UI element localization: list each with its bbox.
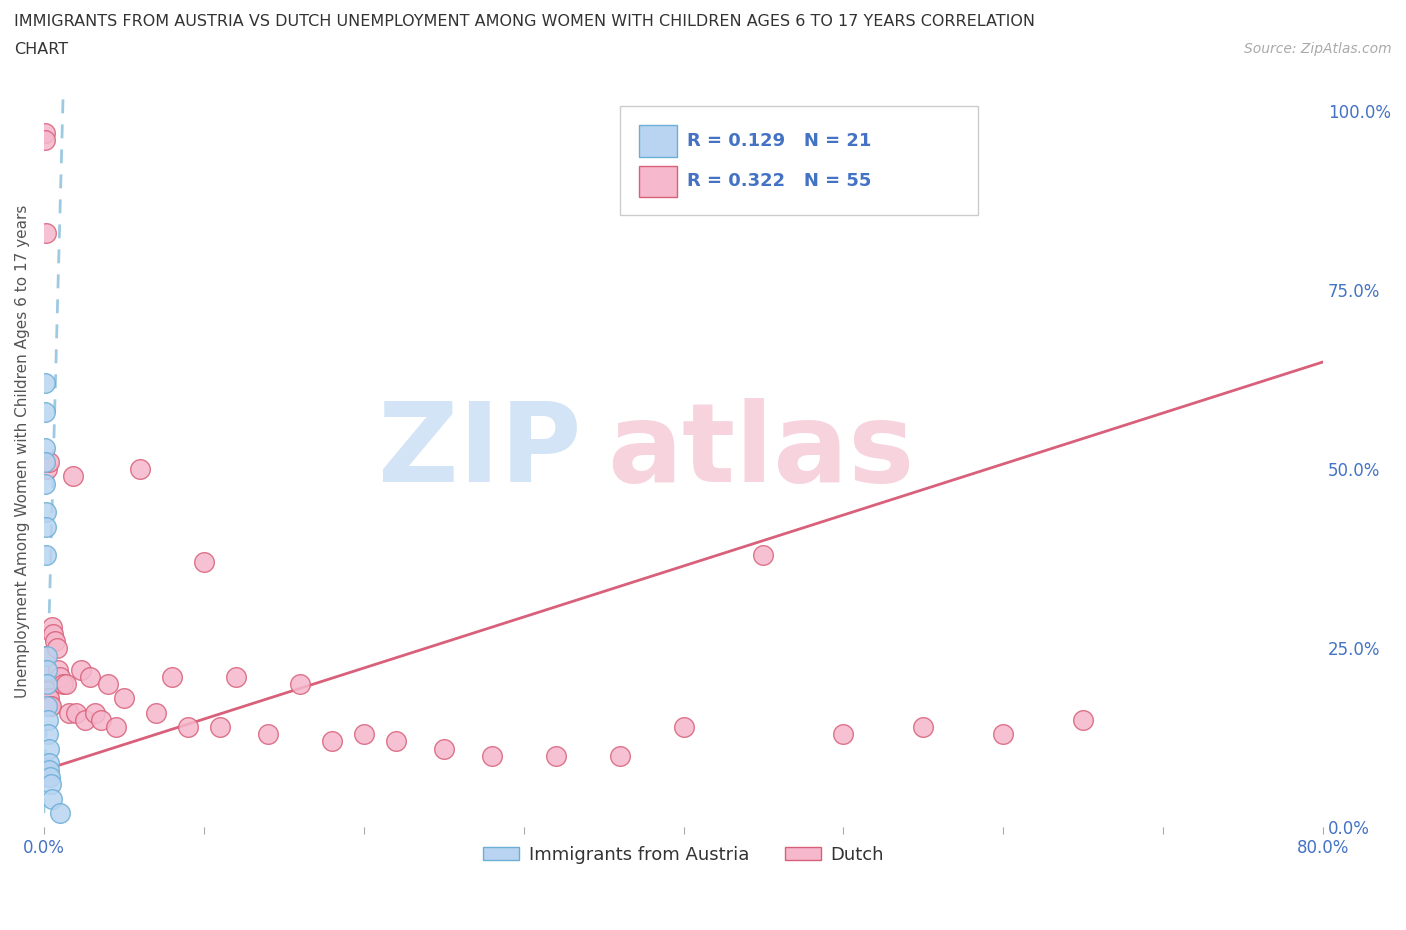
Point — [177, 720, 200, 735]
Point — [34, 441, 56, 456]
Point — [208, 720, 231, 735]
Point — [38, 741, 60, 756]
Point — [41, 791, 63, 806]
Text: R = 0.322   N = 55: R = 0.322 N = 55 — [688, 172, 872, 191]
FancyBboxPatch shape — [620, 105, 977, 215]
Text: IMMIGRANTS FROM AUSTRIA VS DUTCH UNEMPLOYMENT AMONG WOMEN WITH CHILDREN AGES 6 T: IMMIGRANTS FROM AUSTRIA VS DUTCH UNEMPLO… — [14, 14, 1035, 29]
Point — [37, 691, 59, 706]
Point — [35, 677, 58, 692]
FancyBboxPatch shape — [638, 166, 678, 197]
Point — [55, 677, 77, 692]
Point — [832, 727, 855, 742]
Point — [38, 455, 60, 470]
Point — [34, 476, 56, 491]
Point — [42, 627, 65, 642]
Point — [34, 455, 56, 470]
Point — [38, 755, 60, 770]
Point — [37, 712, 59, 727]
Point — [34, 648, 56, 663]
Point — [84, 705, 107, 720]
Point — [34, 126, 56, 140]
Point — [256, 727, 278, 742]
Point — [35, 519, 58, 534]
Point — [672, 720, 695, 735]
Point — [193, 555, 215, 570]
Point — [37, 684, 59, 698]
Point — [288, 677, 311, 692]
Point — [45, 641, 67, 656]
Text: CHART: CHART — [14, 42, 67, 57]
Point — [37, 698, 59, 713]
Point — [44, 633, 66, 648]
Point — [34, 132, 56, 147]
Point — [35, 677, 58, 692]
Point — [97, 677, 120, 692]
Point — [752, 548, 775, 563]
FancyBboxPatch shape — [638, 125, 678, 156]
Point — [912, 720, 935, 735]
Point — [993, 727, 1015, 742]
Point — [49, 670, 72, 684]
Text: atlas: atlas — [607, 398, 914, 505]
Point — [39, 698, 62, 713]
Point — [65, 705, 87, 720]
Point — [52, 677, 75, 692]
Point — [69, 662, 91, 677]
Point — [38, 691, 60, 706]
Point — [39, 777, 62, 791]
Point — [41, 619, 63, 634]
Point — [609, 749, 631, 764]
Point — [544, 749, 567, 764]
Point — [62, 469, 84, 484]
Point — [225, 670, 247, 684]
Point — [90, 712, 112, 727]
Point — [104, 720, 127, 735]
Point — [35, 548, 58, 563]
Point — [34, 405, 56, 419]
Point — [37, 727, 59, 742]
Point — [321, 734, 343, 749]
Point — [39, 770, 62, 785]
Point — [35, 505, 58, 520]
Point — [145, 705, 167, 720]
Legend: Immigrants from Austria, Dutch: Immigrants from Austria, Dutch — [477, 839, 891, 871]
Point — [433, 741, 456, 756]
Y-axis label: Unemployment Among Women with Children Ages 6 to 17 years: Unemployment Among Women with Children A… — [15, 205, 30, 698]
Point — [75, 712, 97, 727]
Point — [35, 662, 58, 677]
Point — [384, 734, 406, 749]
Point — [112, 691, 135, 706]
Point — [38, 763, 60, 777]
Text: ZIP: ZIP — [378, 398, 581, 505]
Point — [481, 749, 503, 764]
Point — [1071, 712, 1094, 727]
Point — [58, 705, 80, 720]
Point — [160, 670, 183, 684]
Point — [35, 662, 58, 677]
Point — [79, 670, 101, 684]
Point — [34, 376, 56, 391]
Point — [35, 648, 58, 663]
Point — [46, 662, 69, 677]
Point — [37, 462, 59, 477]
Text: Source: ZipAtlas.com: Source: ZipAtlas.com — [1244, 42, 1392, 56]
Point — [49, 805, 72, 820]
Text: R = 0.129   N = 21: R = 0.129 N = 21 — [688, 132, 872, 150]
Point — [35, 684, 58, 698]
Point — [128, 462, 150, 477]
Point — [35, 226, 58, 241]
Point — [353, 727, 375, 742]
Point — [39, 698, 62, 713]
